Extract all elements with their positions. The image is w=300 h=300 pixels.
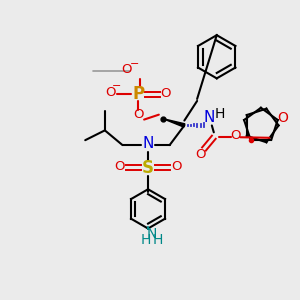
Text: H: H <box>153 233 163 247</box>
Text: O: O <box>195 148 205 161</box>
Text: O: O <box>121 63 132 76</box>
Text: O: O <box>230 129 241 142</box>
Text: −: − <box>112 81 121 91</box>
Text: H: H <box>214 107 225 121</box>
Text: O: O <box>133 108 143 121</box>
Text: O: O <box>171 160 182 173</box>
Polygon shape <box>163 118 185 127</box>
Text: O: O <box>106 85 116 99</box>
Text: N: N <box>203 110 214 125</box>
Text: P: P <box>132 85 144 103</box>
Text: O: O <box>277 111 288 125</box>
Text: S: S <box>142 159 154 177</box>
Text: O: O <box>114 160 125 173</box>
Text: N: N <box>147 227 157 242</box>
Text: H: H <box>141 233 151 247</box>
Text: N: N <box>142 136 154 151</box>
Text: O: O <box>160 87 171 100</box>
Text: −: − <box>130 58 139 69</box>
